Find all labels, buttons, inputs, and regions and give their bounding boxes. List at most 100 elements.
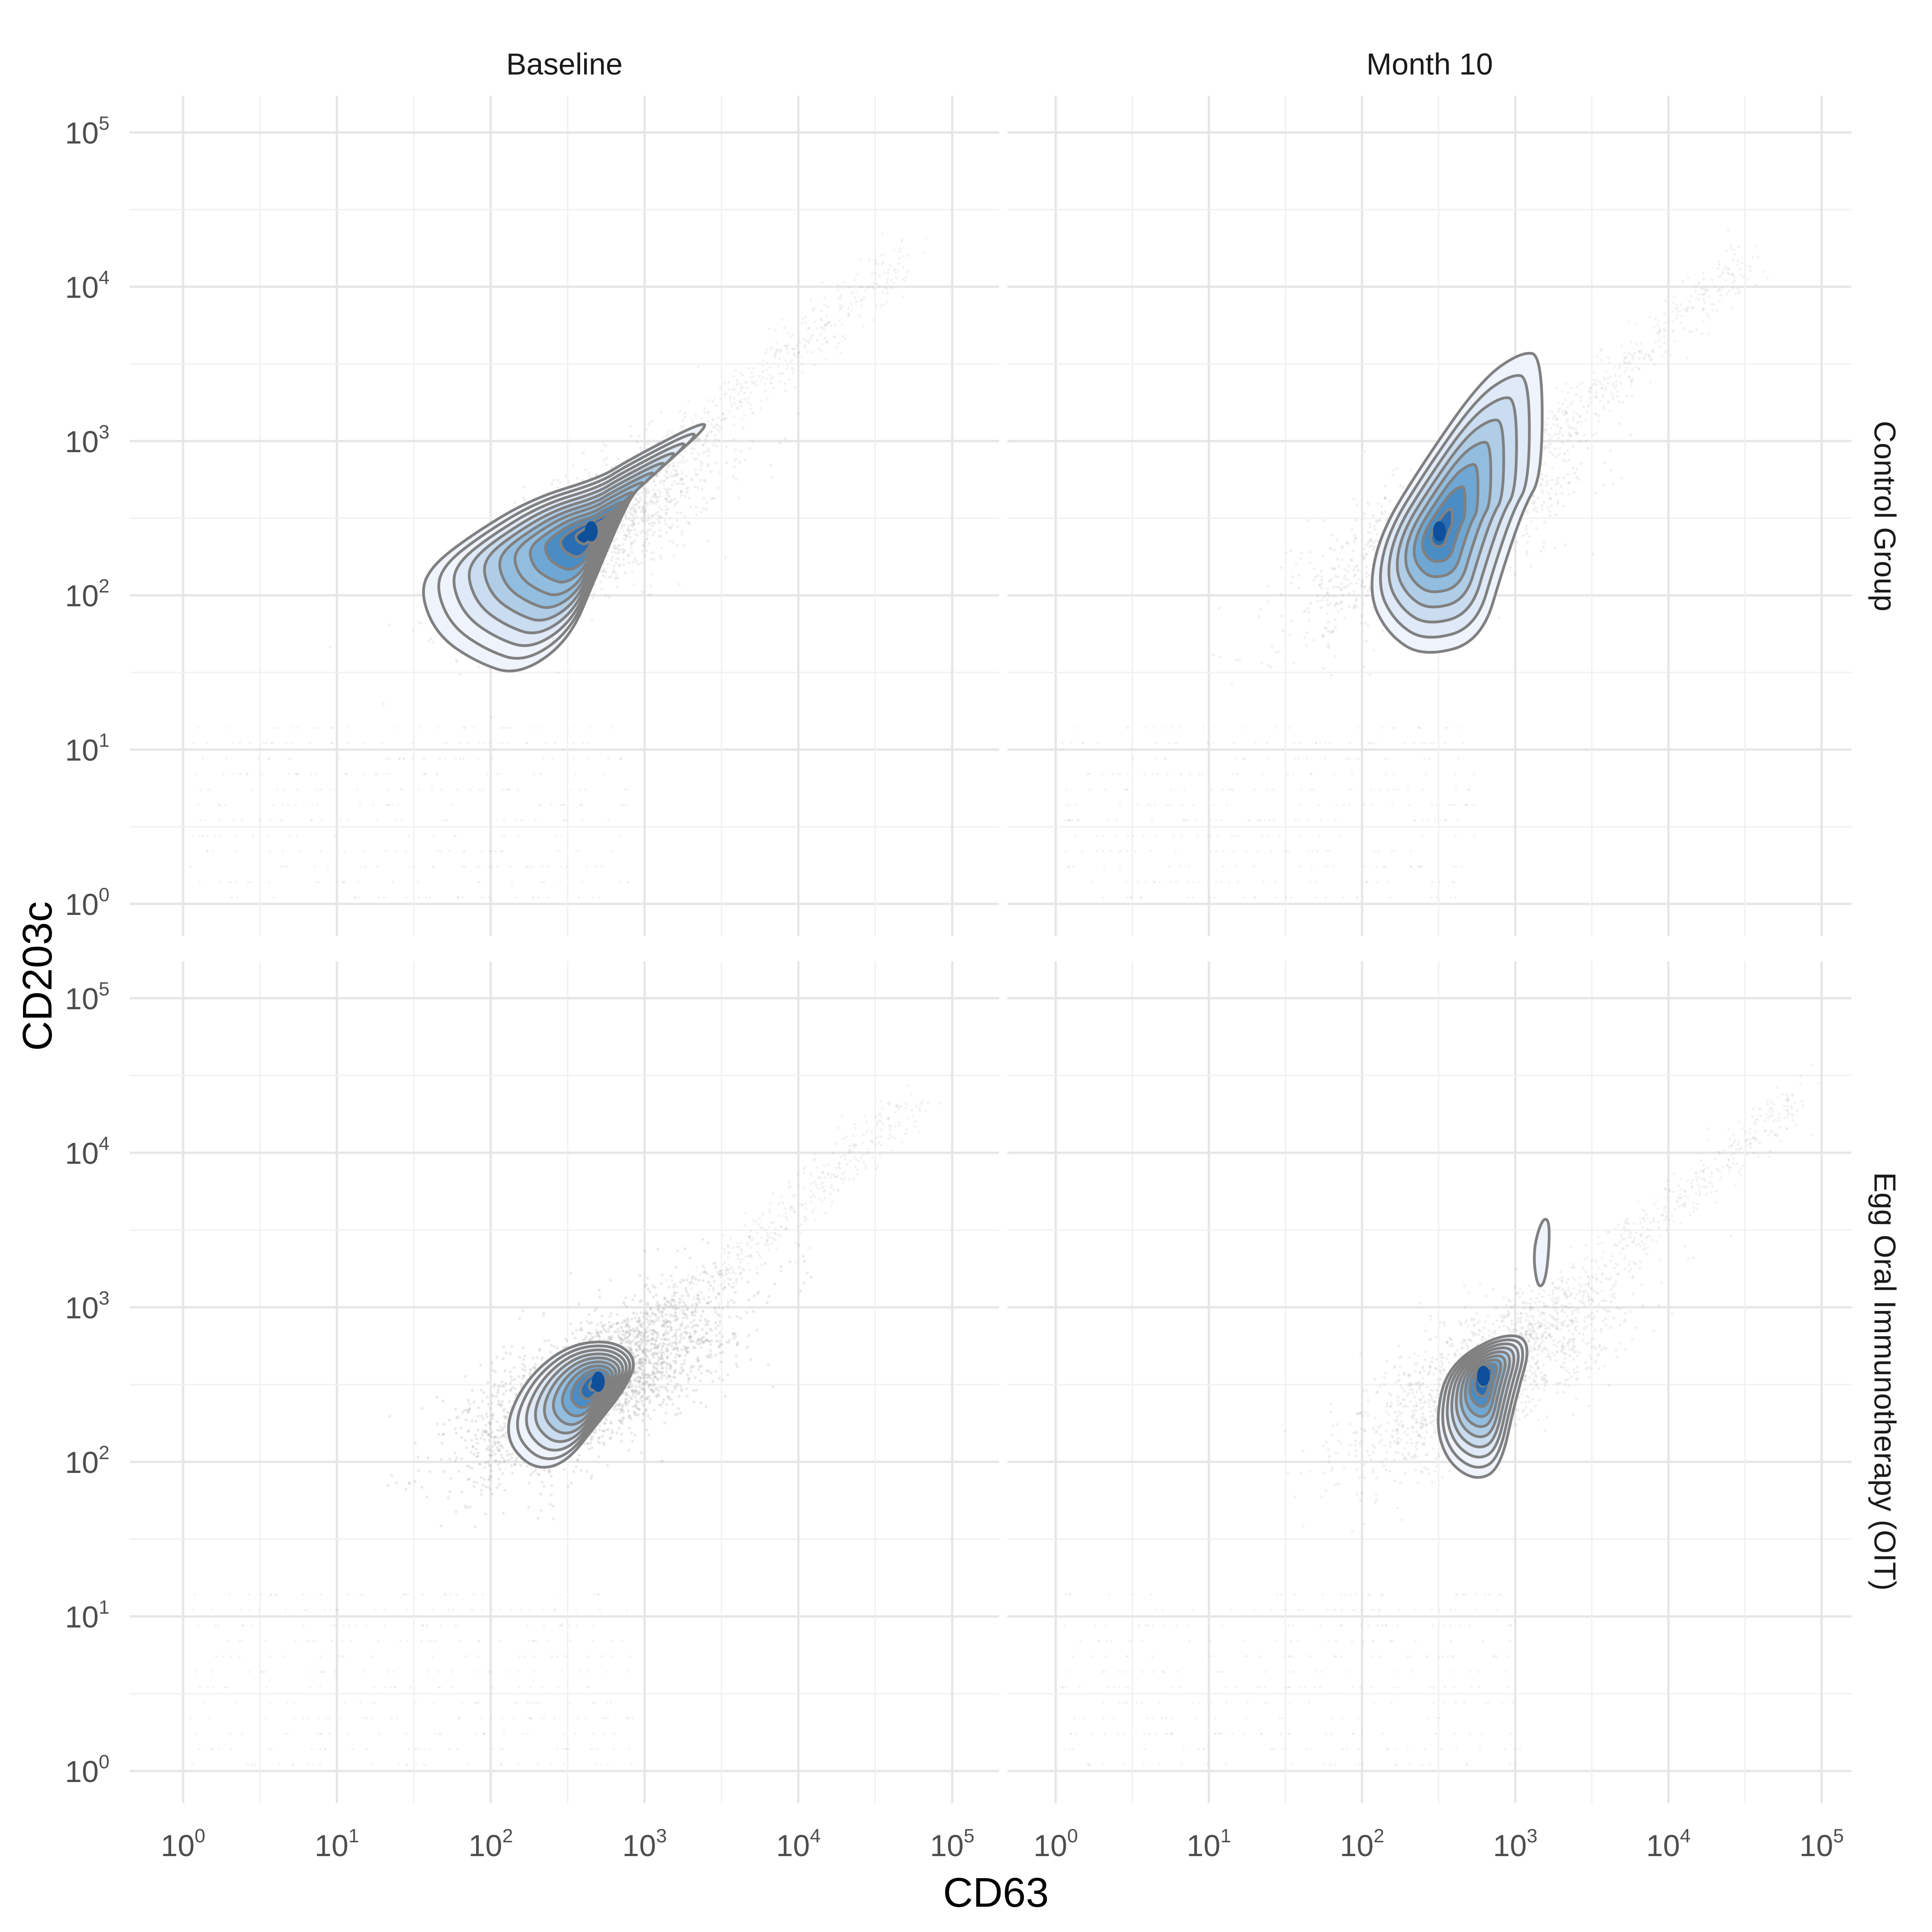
scatter-point — [203, 819, 206, 822]
scatter-point — [1363, 450, 1367, 453]
scatter-point — [610, 726, 614, 729]
scatter-point — [1254, 896, 1257, 899]
scatter-point — [572, 726, 575, 729]
scatter-point — [906, 254, 909, 257]
scatter-point — [631, 519, 634, 523]
scatter-point — [544, 742, 547, 745]
scatter-point — [316, 726, 318, 729]
scatter-point — [839, 294, 842, 298]
scatter-point — [1316, 574, 1320, 578]
scatter-point — [1631, 354, 1634, 357]
scatter-point — [1167, 742, 1170, 745]
scatter-point — [863, 289, 867, 293]
scatter-point — [233, 819, 236, 822]
scatter-point — [1379, 788, 1382, 791]
scatter-point — [1691, 306, 1695, 310]
scatter-point — [1448, 804, 1451, 806]
scatter-point — [705, 1331, 709, 1334]
scatter-point — [1312, 567, 1316, 570]
scatter-point — [1566, 418, 1570, 421]
scatter-point — [658, 506, 661, 509]
scatter-point — [478, 742, 481, 745]
scatter-point — [628, 1414, 632, 1418]
scatter-point — [635, 441, 639, 444]
scatter-point — [403, 757, 406, 760]
scatter-point — [1602, 407, 1606, 410]
scatter-point — [667, 490, 670, 494]
scatter-point — [543, 880, 546, 884]
scatter-point — [1547, 432, 1551, 436]
scatter-point — [1606, 381, 1610, 385]
scatter-point — [1287, 850, 1290, 853]
scatter-point — [1391, 507, 1394, 510]
scatter-point — [571, 464, 575, 467]
scatter-point — [1548, 510, 1552, 513]
scatter-point — [1340, 588, 1343, 592]
scatter-point — [785, 368, 788, 371]
scatter-point — [600, 865, 603, 868]
scatter-point — [1291, 575, 1294, 578]
scatter-point — [1311, 865, 1313, 868]
scatter-point — [769, 366, 772, 369]
scatter-point — [1365, 880, 1368, 884]
scatter-point — [874, 271, 877, 275]
scatter-point — [1341, 546, 1344, 550]
scatter-point — [644, 488, 647, 491]
scatter-point — [1567, 482, 1570, 485]
scatter-point — [658, 491, 662, 494]
scatter-point — [686, 1325, 690, 1328]
scatter-point — [897, 269, 900, 272]
scatter-point — [795, 355, 798, 358]
scatter-point — [658, 520, 661, 524]
scatter-point — [652, 500, 656, 504]
scatter-point — [623, 571, 627, 575]
scatter-point — [1541, 489, 1544, 492]
scatter-point — [1545, 480, 1549, 483]
scatter-point — [1376, 502, 1380, 506]
scatter-point — [241, 819, 244, 822]
scatter-point — [705, 435, 708, 438]
scatter-point — [1653, 362, 1656, 366]
scatter-point — [823, 304, 827, 307]
scatter-point — [235, 834, 237, 837]
scatter-point — [1126, 850, 1128, 853]
scatter-point — [765, 368, 768, 372]
scatter-point — [732, 437, 736, 441]
scatter-point — [493, 1383, 496, 1386]
scatter-point — [667, 1331, 670, 1334]
scatter-point — [1649, 381, 1652, 384]
scatter-point — [1675, 310, 1679, 313]
scatter-point — [1320, 578, 1323, 581]
scatter-point — [751, 411, 754, 414]
scatter-point — [1736, 264, 1739, 267]
scatter-point — [680, 489, 683, 493]
scatter-point — [628, 424, 632, 428]
scatter-point — [1198, 773, 1201, 776]
scatter-point — [1716, 290, 1719, 293]
scatter-point — [1524, 524, 1528, 528]
scatter-point — [634, 503, 637, 506]
scatter-point — [1543, 447, 1547, 450]
scatter-point — [839, 296, 842, 299]
scatter-point — [1571, 400, 1575, 403]
scatter-point — [1554, 415, 1557, 418]
scatter-point — [875, 282, 879, 286]
scatter-point — [1730, 244, 1733, 247]
scatter-point — [356, 880, 359, 884]
scatter-point — [1560, 390, 1564, 393]
scatter-point — [1659, 336, 1662, 339]
scatter-point — [228, 726, 231, 729]
scatter-point — [514, 896, 517, 899]
scatter-point — [1310, 773, 1313, 776]
scatter-point — [716, 486, 720, 489]
scatter-point — [1073, 726, 1076, 729]
scatter-point — [1609, 375, 1612, 379]
scatter-point — [820, 350, 823, 353]
scatter-point — [1365, 575, 1368, 579]
scatter-point — [523, 485, 526, 489]
scatter-point — [1454, 896, 1457, 899]
scatter-point — [784, 389, 787, 392]
scatter-point — [792, 371, 795, 374]
scatter-point — [676, 525, 679, 529]
scatter-point — [659, 535, 662, 538]
